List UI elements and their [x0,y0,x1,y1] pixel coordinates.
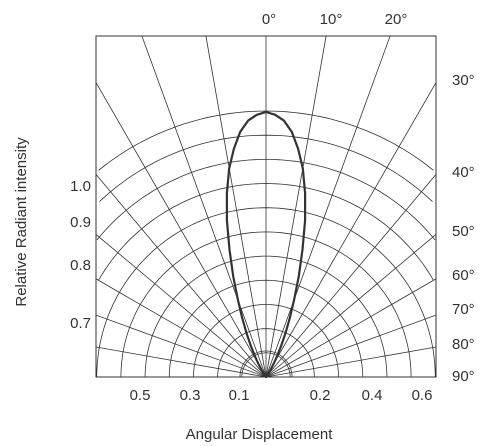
angle-label: 70° [452,301,475,318]
bottom-tick-label: 0.5 [130,387,151,404]
grid-center-arc [239,350,293,378]
grid-spoke [95,234,267,378]
y-axis-title: Relative Radiant intensity [13,137,30,307]
angle-label: 80° [452,336,475,353]
bottom-tick-label: 0.2 [310,387,331,404]
bottom-tick-label: 0.4 [362,387,383,404]
grid-spoke [95,278,267,378]
polar-grid [95,35,437,378]
radial-label: 1.0 [70,178,91,195]
bottom-tick-label: 0.3 [180,387,201,404]
radial-label: 0.9 [70,214,91,231]
radial-label: 0.7 [70,315,91,332]
x-axis-title: Angular Displacement [186,426,334,443]
grid-spoke [95,314,267,378]
grid-spoke [265,174,437,378]
grid-spoke [95,174,267,378]
angle-labels: 0° 10° 20° 30° 40° 50° 60° 70° 80° 90° [262,11,475,385]
grid-spoke [205,35,267,378]
grid-spoke [95,82,267,378]
angle-label: 40° [452,164,475,181]
radial-label: 0.8 [70,257,91,274]
grid-spoke [95,346,267,378]
grid-spoke [265,314,437,378]
bottom-tick-label: 0.6 [412,387,433,404]
radiation-pattern-layer [225,110,307,379]
grid-spoke [265,35,327,378]
grid-spoke [265,82,437,378]
angle-label: 0° [262,11,276,28]
plot-frame [95,35,437,378]
radial-labels: 1.0 0.9 0.8 0.7 [70,178,91,332]
angle-label: 30° [452,72,475,89]
angle-label: 50° [452,223,475,240]
radiation-pattern-curve [225,110,307,379]
grid-spoke [265,35,391,378]
grid-spoke [265,278,437,378]
angle-label: 20° [385,11,408,28]
angle-label: 10° [320,11,343,28]
grid-spoke [141,35,267,378]
angle-label: 60° [452,267,475,284]
bottom-tick-label: 0.1 [229,387,250,404]
grid-spoke [265,346,437,378]
grid-spoke [265,234,437,378]
bottom-axis-labels: 0.5 0.3 0.1 0.2 0.4 0.6 [130,387,433,404]
angle-label: 90° [452,368,475,385]
